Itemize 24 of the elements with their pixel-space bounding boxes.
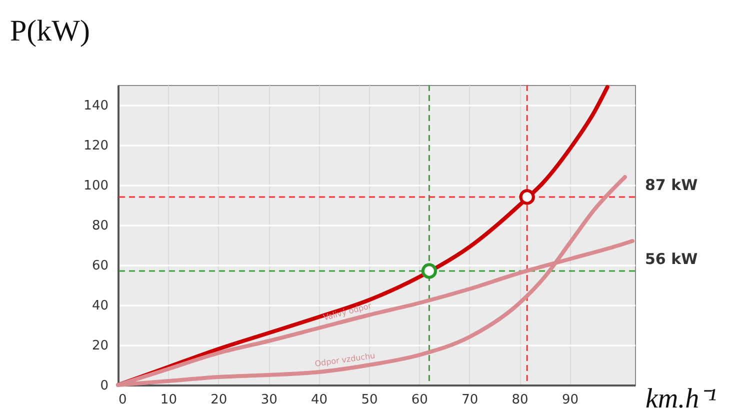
x-tick-label: 30 [260,392,278,408]
x-tick-label: 50 [361,392,378,408]
x-tick-label: 10 [160,392,177,408]
y-tick-label: 80 [92,218,108,234]
text: Odpor vzduchu [314,351,376,368]
y-tick-label: 0 [100,378,108,394]
ref-line-label: 56 kW [645,250,698,268]
x-tick-label: 40 [311,392,328,408]
y-tick-label: 120 [84,138,108,154]
x-tick-label: 60 [411,392,428,408]
x-axis-title: km.h⁻¹ [646,384,717,414]
chart-title: P(kW) [10,14,90,48]
y-tick-label: 40 [92,298,108,314]
x-tick-label: 80 [512,392,528,408]
x-tick-label: 20 [210,392,228,408]
y-tick-label: 60 [92,258,108,274]
ref-line-label: 87 kW [645,176,698,194]
x-tick-label: 90 [562,392,579,408]
x-tick-label: 0 [118,392,127,408]
y-tick-label: 20 [92,338,108,354]
x-tick-label: 70 [462,392,478,408]
y-tick-label: 140 [84,98,108,114]
y-tick-label: 100 [84,178,108,194]
text: Valivý odpor [322,301,374,322]
